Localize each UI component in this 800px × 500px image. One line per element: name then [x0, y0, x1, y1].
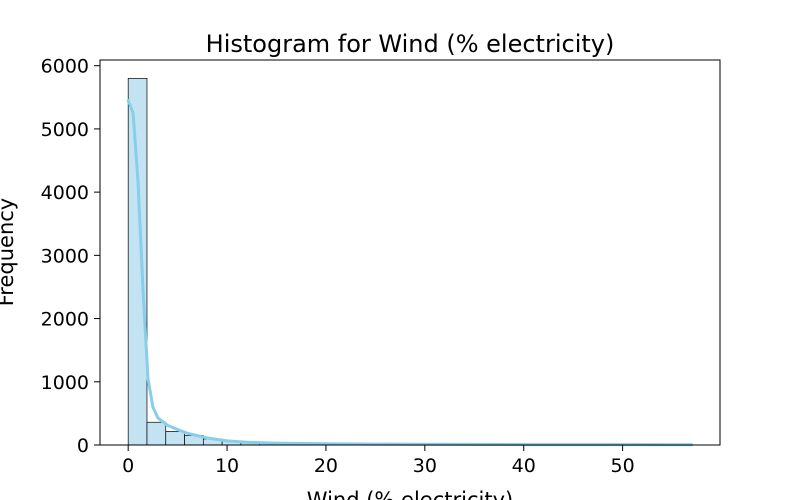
x-tick-label: 40	[512, 455, 536, 477]
y-tick-label: 6000	[41, 56, 89, 78]
x-tick-label: 30	[413, 455, 437, 477]
x-tick-label: 0	[122, 455, 134, 477]
x-tick-label: 50	[611, 455, 635, 477]
x-tick-label: 10	[215, 455, 239, 477]
x-axis-label: Wind (% electricity)	[307, 488, 513, 500]
histogram-bar-1	[146, 421, 167, 446]
plot-frame	[99, 59, 721, 446]
histogram-bar-0	[127, 77, 148, 446]
x-tick-label: 20	[314, 455, 338, 477]
y-tick-label: 2000	[41, 309, 89, 331]
y-tick-label: 3000	[41, 245, 89, 267]
y-tick-label: 1000	[41, 372, 89, 394]
chart-title: Histogram for Wind (% electricity)	[206, 30, 615, 58]
histogram-bars	[127, 77, 693, 446]
y-tick-label: 5000	[41, 119, 89, 141]
y-tick-label: 4000	[41, 182, 89, 204]
x-axis-ticks: 0 10 20 30 40 50	[122, 445, 635, 477]
kde-curve	[126, 99, 694, 447]
histogram-bar-2	[165, 431, 185, 446]
y-axis-label: Frequency	[0, 198, 18, 307]
y-axis-ticks: 0 1000 2000 3000 4000 5000 6000	[41, 56, 100, 457]
y-tick-label: 0	[77, 435, 89, 457]
